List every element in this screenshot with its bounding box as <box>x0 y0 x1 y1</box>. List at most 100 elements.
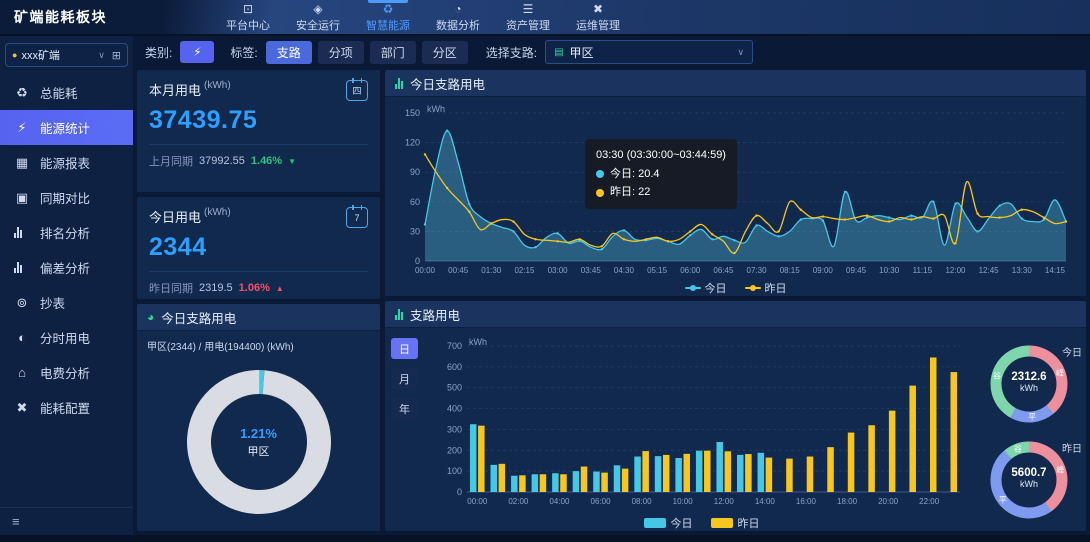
svg-text:07:30: 07:30 <box>747 266 768 275</box>
sidebar-item-label: 分时用电 <box>40 332 91 346</box>
svg-text:峰: 峰 <box>1056 464 1064 474</box>
svg-text:01:30: 01:30 <box>481 266 502 275</box>
legend-line-dot-marker <box>684 284 701 292</box>
sidebar-item-6[interactable]: 偏差分析 <box>0 250 133 285</box>
legend-item-2[interactable]: 昨日 <box>744 280 787 296</box>
nav-item-3[interactable]: ♻ 智慧能源 <box>360 0 416 34</box>
svg-text:120: 120 <box>405 138 420 148</box>
sidebar-item-7[interactable]: ⊚ 抄表 <box>0 285 133 320</box>
legend-label: 今日 <box>704 283 727 295</box>
peak-valley-donuts: 峰平谷 2312.6 kWh 今日 峰平谷 <box>972 332 1086 531</box>
branch-donut-card: ◕ 今日支路用电 甲区(2344) / 用电(194400) (kWh) 1.2… <box>137 304 380 531</box>
svg-text:09:00: 09:00 <box>813 266 834 275</box>
branch-value: 甲区 <box>569 45 594 60</box>
legend-item-2[interactable]: 昨日 <box>710 515 760 531</box>
site-selector[interactable]: ● xxx矿端 ∨ ⊞ <box>5 43 128 67</box>
sidebar-item-1[interactable]: ♻ 总能耗 <box>0 75 133 110</box>
recycle-icon: ♻ <box>16 84 28 100</box>
nav-item-label: 智慧能源 <box>366 19 410 32</box>
svg-text:60: 60 <box>410 197 420 207</box>
database-icon: ☰ <box>522 1 534 16</box>
svg-text:06:00: 06:00 <box>591 497 612 506</box>
line-chart-plot[interactable]: 0 30 60 90 120 150 kWh 00:00 00:45 01:30 02:15 03:0… <box>385 97 1086 280</box>
month-compare-label: 上月同期 <box>149 156 193 168</box>
app-title: 矿端能耗板块 <box>14 9 107 25</box>
nav-item-1[interactable]: ⊡ 平台中心 <box>220 0 276 34</box>
svg-text:04:00: 04:00 <box>549 497 570 506</box>
nav-item-label: 资产管理 <box>506 19 550 32</box>
svg-text:03:45: 03:45 <box>581 266 602 275</box>
site-name: xxx矿端 <box>21 50 60 62</box>
period-tab-2[interactable]: 月 <box>391 368 418 389</box>
config-icon: ✖ <box>16 399 28 415</box>
sidebar-item-label: 抄表 <box>40 297 66 311</box>
sidebar-item-9[interactable]: ⌂ 电费分析 <box>0 355 133 390</box>
line-svg: 0 30 60 90 120 150 kWh 00:00 00:45 01:30 02:15 03:0… <box>405 104 1068 275</box>
line-chart-icon <box>395 77 403 89</box>
sidebar-item-10[interactable]: ✖ 能耗配置 <box>0 390 133 425</box>
svg-text:300: 300 <box>447 424 462 434</box>
svg-text:06:45: 06:45 <box>713 266 734 275</box>
donut-svg: 峰平 谷 <box>990 440 1068 518</box>
tag-1[interactable]: 支路 <box>265 40 312 64</box>
month-usage-card: 本月用电 (kWh) 四 37439.75 上月同期 37992.55 1.46… <box>137 70 380 192</box>
svg-text:600: 600 <box>447 362 462 372</box>
bar-chart-icon <box>395 308 403 320</box>
sidebar-item-label: 总能耗 <box>40 87 78 101</box>
svg-text:11:15: 11:15 <box>913 266 933 275</box>
location-pin-icon: ● <box>12 50 18 60</box>
sidebar-item-3[interactable]: ▦ 能源报表 <box>0 145 133 180</box>
category-label: 类别: <box>145 45 173 60</box>
yesterday-peak-valley-donut[interactable]: 峰平谷 5600.7 kWh 昨日 <box>985 436 1082 524</box>
sidebar-item-4[interactable]: ▣ 同期对比 <box>0 180 133 215</box>
tools-icon: ✖ <box>592 1 604 16</box>
svg-text:09:45: 09:45 <box>846 266 867 275</box>
legend-item-1[interactable]: 今日 <box>684 280 727 296</box>
branch-select[interactable]: ▤ 甲区 ∨ <box>545 40 754 64</box>
top-header: 矿端能耗板块 ⊡ 平台中心 ◈ 安全运行 ♻ 智慧能源 ◔ 数据分析 ☰ 资产管理 ✖ 运维管理 <box>0 0 1090 36</box>
period-tabs: 日月年 <box>391 332 431 531</box>
nav-item-6[interactable]: ✖ 运维管理 <box>570 0 626 34</box>
nav-item-4[interactable]: ◔ 数据分析 <box>430 0 486 34</box>
branch-donut-title: 今日支路用电 <box>161 311 237 326</box>
legend-item-1[interactable]: 今日 <box>643 515 693 531</box>
sidebar-item-8[interactable]: ◐ 分时用电 <box>0 320 133 355</box>
bar-chart-plot[interactable]: 0 100 200 300 400 500 600 700 kWh 00:00 02:00 04:00… <box>431 332 972 515</box>
branch-donut-chart[interactable]: 1.21% 甲区 <box>137 353 380 531</box>
pie-icon: ◕ <box>147 310 155 324</box>
grid-view-icon[interactable]: ⊞ <box>111 49 121 62</box>
nav-item-label: 平台中心 <box>226 19 270 32</box>
platform-icon: ⊡ <box>242 1 254 16</box>
line-chart-title: 今日支路用电 <box>410 77 486 92</box>
table-report-icon: ▦ <box>15 154 29 170</box>
period-tab-1[interactable]: 日 <box>391 338 418 359</box>
period-tab-3[interactable]: 年 <box>391 398 418 419</box>
sidebar-item-2[interactable]: ⚡ 能源统计 <box>0 110 133 145</box>
legend-line-dot-marker <box>744 284 761 292</box>
nav-item-2[interactable]: ◈ 安全运行 <box>290 0 346 34</box>
sidebar: ● xxx矿端 ∨ ⊞ ♻ 总能耗 ⚡ 能源统计 ▦ 能源报表 ▣ 同期对比排名分析偏差分析 ⊚… <box>0 36 133 535</box>
lightning-icon: ⚡ <box>193 45 202 59</box>
sidebar-item-label: 能源报表 <box>40 157 91 171</box>
tag-4[interactable]: 分区 <box>421 40 468 64</box>
line-chart-legend: 今日 昨日 <box>385 280 1086 296</box>
today-peak-valley-donut[interactable]: 峰平谷 2312.6 kWh 今日 <box>985 340 1082 428</box>
tag-3[interactable]: 部门 <box>369 40 416 64</box>
ranking-bars-icon <box>14 227 30 238</box>
bar-svg: 0 100 200 300 400 500 600 700 kWh 00:00 02:00 04:00… <box>447 337 960 506</box>
sidebar-collapse-button[interactable]: ≡ <box>0 507 133 535</box>
legend-label: 昨日 <box>764 283 787 295</box>
svg-text:10:30: 10:30 <box>879 266 900 275</box>
sidebar-item-label: 排名分析 <box>40 227 91 241</box>
top-nav: ⊡ 平台中心 ◈ 安全运行 ♻ 智慧能源 ◔ 数据分析 ☰ 资产管理 ✖ 运维管理 <box>220 0 626 34</box>
month-compare-value: 37992.55 <box>199 155 245 167</box>
svg-text:150: 150 <box>405 108 420 118</box>
svg-text:03:00: 03:00 <box>548 266 569 275</box>
nav-item-label: 安全运行 <box>296 19 340 32</box>
legend-swatch <box>710 518 733 528</box>
nav-item-5[interactable]: ☰ 资产管理 <box>500 0 556 34</box>
sidebar-item-5[interactable]: 排名分析 <box>0 215 133 250</box>
electricity-category-button[interactable]: ⚡ <box>180 41 215 63</box>
bar-chart-card: 支路用电 日月年 0 100 200 300 400 500 600 700 kWh 00:00 0… <box>385 301 1086 531</box>
tag-2[interactable]: 分项 <box>317 40 364 64</box>
